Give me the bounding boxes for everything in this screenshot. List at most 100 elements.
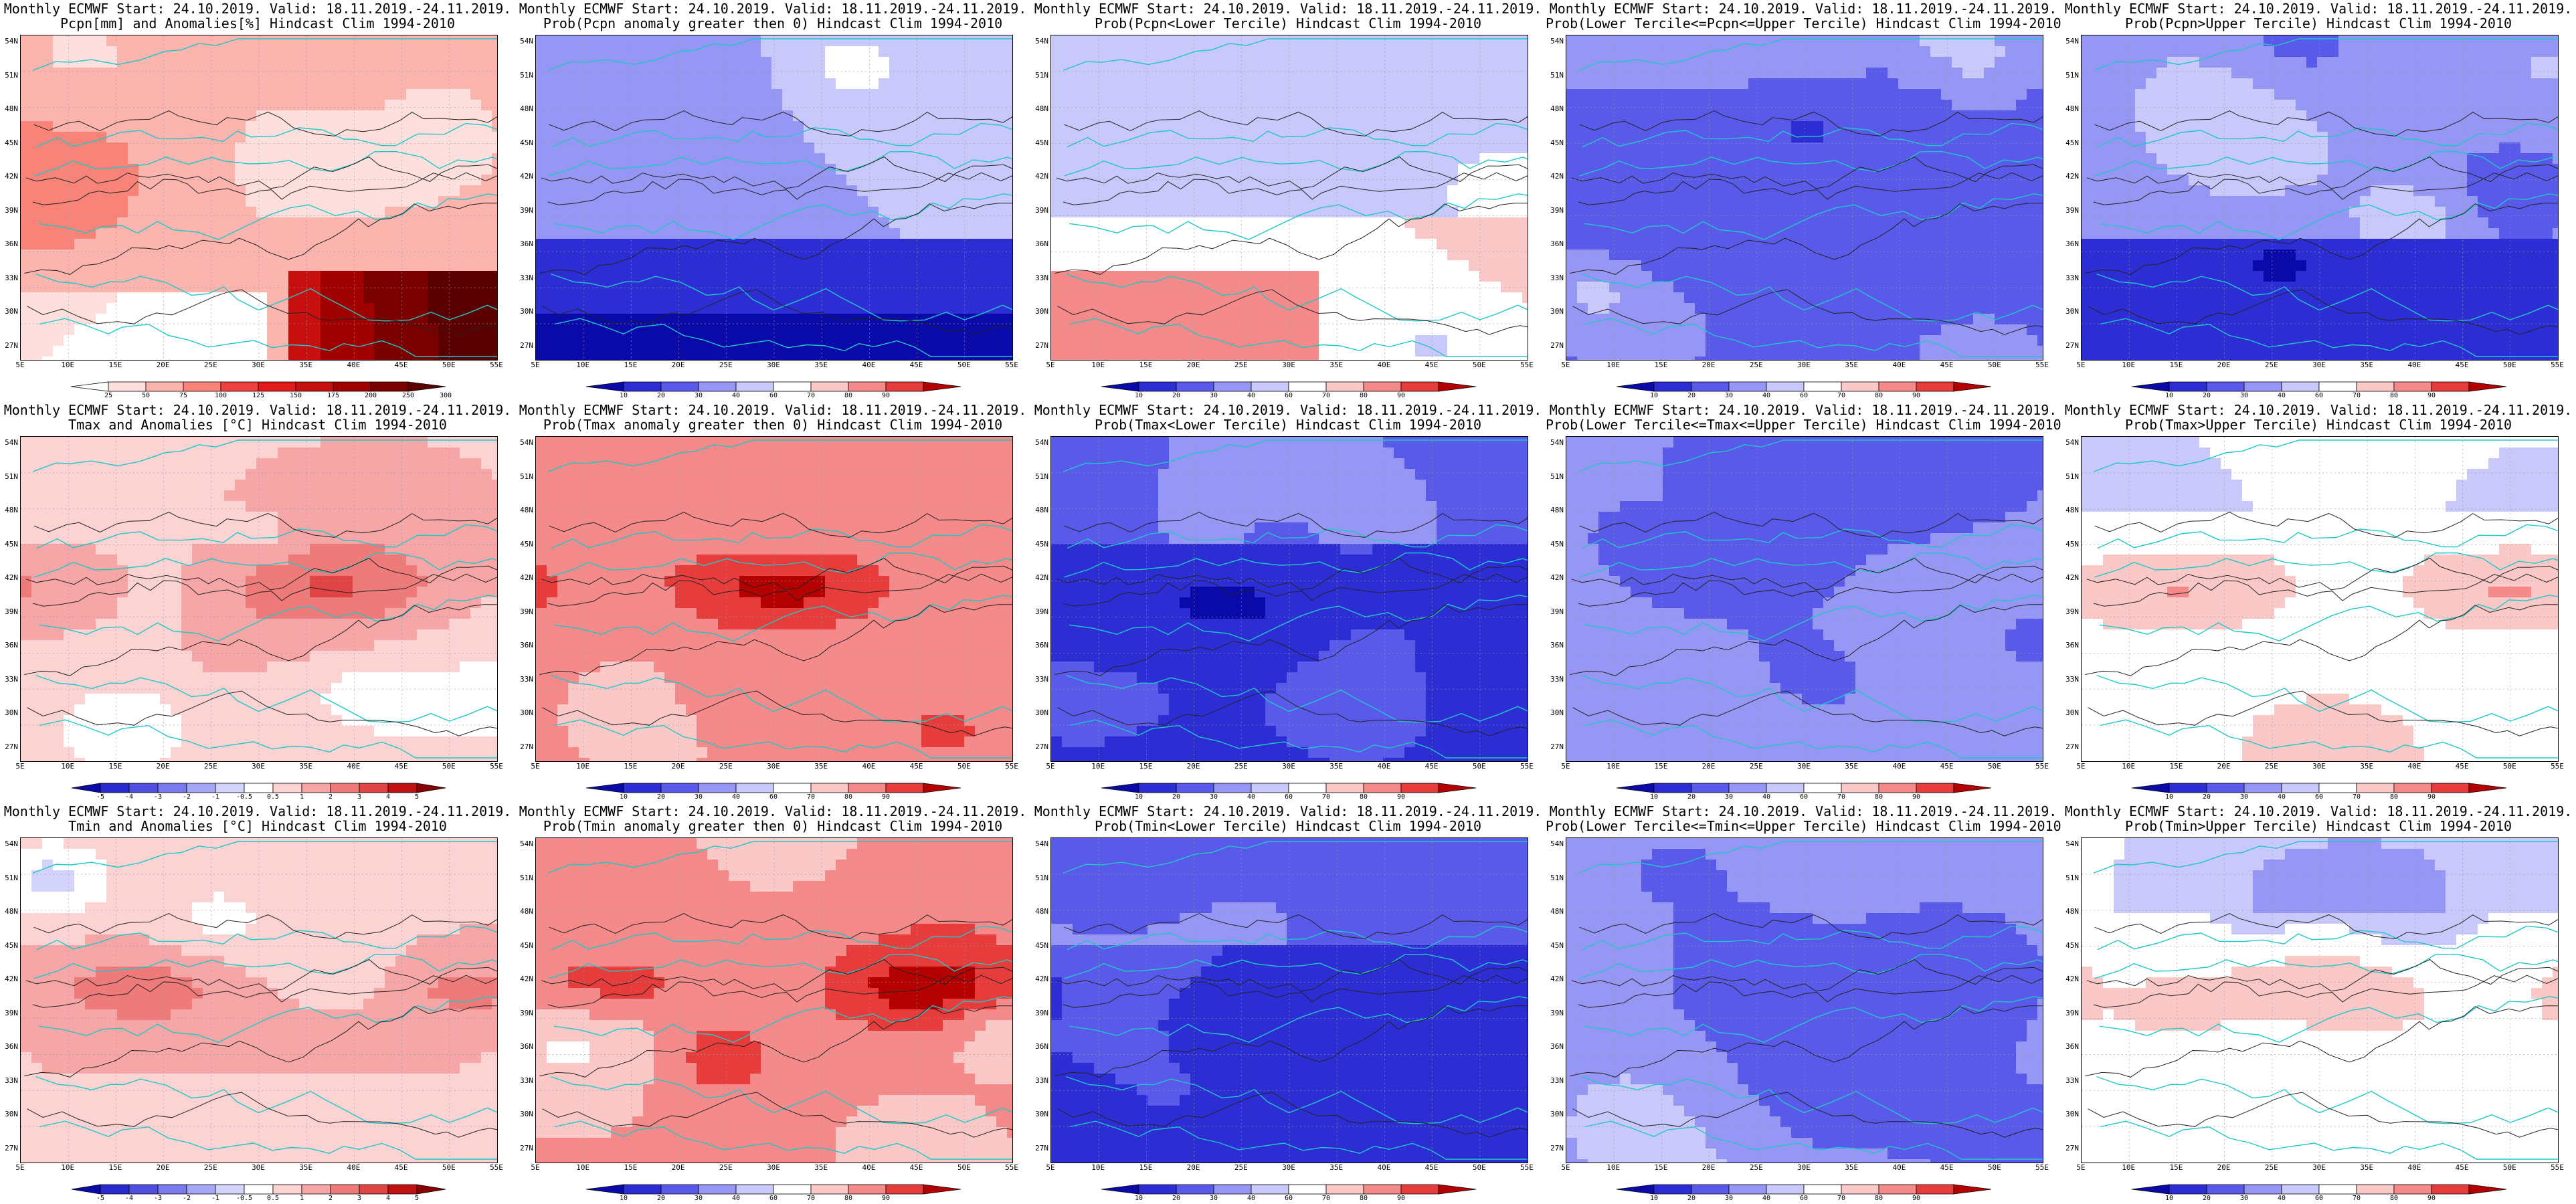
longitude-label: 10E: [569, 361, 596, 369]
longitude-label: 20E: [1180, 1164, 1207, 1172]
panel-subtitle: Prob(Tmin<Lower Tercile) Hindcast Clim 1…: [1030, 819, 1546, 833]
color-swatch: [2393, 783, 2432, 793]
latitude-label: 51N: [2061, 71, 2079, 80]
forecast-field: [1566, 35, 2043, 360]
color-scale-label: 150: [284, 392, 307, 399]
color-scale-label: 10: [612, 793, 635, 801]
map-canvas: [20, 837, 498, 1163]
longitude-label: 25E: [2258, 763, 2285, 771]
longitude-label: 30E: [1275, 1164, 1302, 1172]
color-scale-label: 30: [2233, 392, 2256, 399]
color-swatch: [1176, 1184, 1214, 1195]
latitude-label: 39N: [2061, 607, 2079, 616]
longitude-label: 10E: [569, 1164, 596, 1172]
latitude-label: 48N: [1030, 506, 1048, 514]
color-scale-label: 90: [1390, 793, 1412, 801]
latitude-label: 48N: [0, 908, 18, 916]
color-scale-label: -4: [118, 1195, 141, 1202]
color-scale-label: 4: [377, 793, 399, 801]
color-swatch: [2206, 381, 2245, 392]
latitude-label: 33N: [515, 675, 533, 684]
forecast-field: [1051, 35, 1528, 360]
color-swatch: [1363, 1184, 1402, 1195]
longitude-label: 10E: [54, 1164, 81, 1172]
latitude-label: 48N: [1546, 908, 1564, 916]
latitude-label: 42N: [2061, 975, 2079, 983]
latitude-label: 30N: [1546, 1110, 1564, 1118]
color-swatch: [1400, 783, 1439, 793]
panel-title: Monthly ECMWF Start: 24.10.2019. Valid: …: [515, 403, 1030, 417]
longitude-label: 15E: [1132, 1164, 1159, 1172]
color-scale-label: 5: [405, 1195, 428, 1202]
color-scale-label: 20: [2195, 1195, 2218, 1202]
latitude-label: 42N: [515, 173, 533, 181]
color-swatch: [1916, 381, 1954, 392]
longitude-label: 55E: [998, 763, 1025, 771]
latitude-label: 42N: [0, 975, 18, 983]
color-swatch: [1213, 381, 1252, 392]
color-swatch: [1803, 783, 1842, 793]
longitude-label: 45E: [2449, 361, 2476, 369]
color-scale-label: 70: [800, 392, 822, 399]
latitude-label: 30N: [515, 1110, 533, 1118]
color-scale-label: 10: [1643, 1195, 1665, 1202]
color-scale-label: 80: [1867, 392, 1890, 399]
color-swatch: [660, 1184, 699, 1195]
color-swatch: [416, 1184, 446, 1195]
latitude-label: 30N: [0, 308, 18, 316]
latitude-label: 42N: [1546, 975, 1564, 983]
color-swatch: [1653, 783, 1692, 793]
color-scale-swatches: [70, 381, 446, 392]
color-swatch: [2243, 783, 2282, 793]
latitude-label: 30N: [0, 1110, 18, 1118]
forecast-field: [21, 437, 497, 761]
color-scale-label: -3: [147, 793, 169, 801]
color-swatch: [301, 783, 331, 793]
forecast-field: [1566, 437, 2043, 761]
color-swatch: [2169, 783, 2207, 793]
latitude-label: 48N: [1546, 105, 1564, 113]
color-swatch: [407, 381, 446, 392]
longitude-label: 30E: [1790, 763, 1817, 771]
latitude-label: 48N: [515, 506, 533, 514]
color-scale-label: 10: [612, 1195, 635, 1202]
latitude-label: 39N: [1030, 607, 1048, 616]
longitude-label: 10E: [2115, 361, 2142, 369]
longitude-label: 50E: [1981, 1164, 2008, 1172]
latitude-label: 36N: [1030, 641, 1048, 649]
color-swatch: [1878, 783, 1917, 793]
color-scale-label: 60: [1792, 1195, 1815, 1202]
color-scale-label: 30: [687, 392, 710, 399]
color-scale-label: -5: [89, 793, 112, 801]
color-swatch: [1176, 783, 1214, 793]
color-swatch: [1101, 1184, 1139, 1195]
color-scale-label: -5: [89, 1195, 112, 1202]
color-scale-label: 4: [377, 1195, 399, 1202]
color-scale-label: 40: [1240, 793, 1263, 801]
panel-title: Monthly ECMWF Start: 24.10.2019. Valid: …: [2061, 804, 2576, 819]
latitude-label: 27N: [515, 342, 533, 350]
longitude-label: 35E: [808, 1164, 834, 1172]
longitude-label: 20E: [665, 1164, 692, 1172]
color-swatch: [773, 783, 812, 793]
color-scale-label: 30: [1718, 1195, 1740, 1202]
latitude-label: 51N: [0, 472, 18, 481]
latitude-label: 54N: [1546, 37, 1564, 45]
longitude-label: 10E: [1085, 361, 1111, 369]
color-scale-label: 10: [2158, 793, 2181, 801]
longitude-label: 25E: [713, 361, 739, 369]
latitude-label: 36N: [2061, 240, 2079, 248]
panel-subtitle: Prob(Pcpn anomaly greater then 0) Hindca…: [515, 16, 1030, 31]
longitude-label: 15E: [2163, 763, 2189, 771]
panel-title: Monthly ECMWF Start: 24.10.2019. Valid: …: [1546, 1, 2061, 16]
longitude-label: 40E: [2401, 763, 2427, 771]
longitude-label: 50E: [436, 361, 462, 369]
longitude-label: 30E: [760, 763, 787, 771]
color-scale-label: 20: [650, 392, 672, 399]
forecast-field: [1051, 437, 1528, 761]
color-scale-label: 40: [725, 392, 747, 399]
longitude-label: 10E: [569, 763, 596, 771]
longitude-label: 20E: [1180, 763, 1207, 771]
color-swatch: [2318, 1184, 2357, 1195]
